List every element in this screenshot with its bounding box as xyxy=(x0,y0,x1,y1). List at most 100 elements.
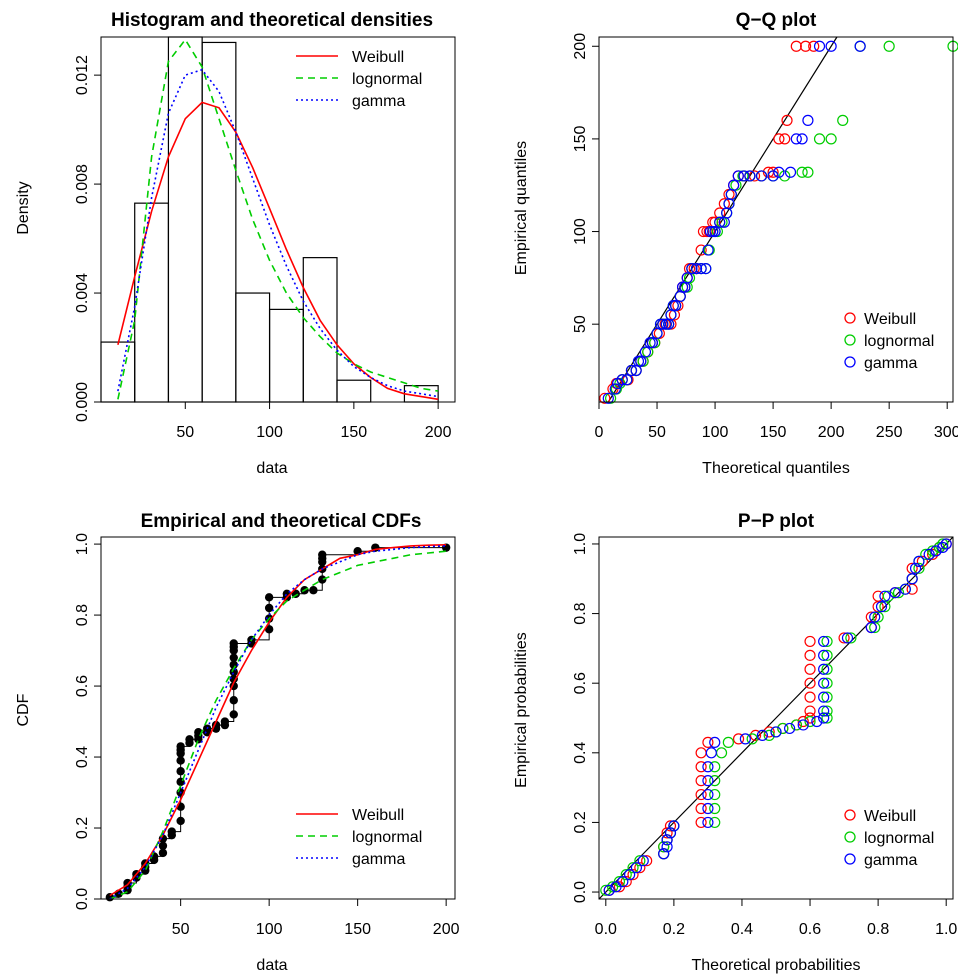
empirical-cdf-point xyxy=(158,848,168,858)
pp-point-gamma xyxy=(658,848,670,860)
pp-ytick-label: 1.0 xyxy=(572,533,589,555)
pp-point-lognormal xyxy=(937,538,949,550)
pp-point-weibull xyxy=(695,761,707,773)
pp-point-weibull xyxy=(732,733,745,745)
qq-point-gamma xyxy=(802,114,814,126)
histogram-ytick-label: 0.004 xyxy=(74,273,91,313)
cdf-legend-label: Weibull xyxy=(352,807,404,824)
qq-xtick-label: 300 xyxy=(934,424,958,441)
qq-point-gamma xyxy=(784,166,797,178)
pp-point-gamma xyxy=(889,587,901,599)
empirical-cdf-point xyxy=(229,696,238,705)
qq-point-weibull xyxy=(781,114,793,126)
qq-xtick-label: 0 xyxy=(595,424,604,441)
histogram-panel: Histogram and theoretical densities data… xyxy=(15,10,456,477)
qq-point-gamma xyxy=(670,300,682,312)
pp-point-weibull xyxy=(916,555,928,567)
qq-xtick-label: 100 xyxy=(702,424,729,441)
pp-point-weibull xyxy=(695,775,707,787)
cdf-ytick-label: 0.4 xyxy=(74,746,91,768)
histogram-xtick-label: 150 xyxy=(341,424,368,441)
pp-point-weibull xyxy=(634,862,646,874)
qq-point-weibull xyxy=(697,225,710,238)
cdf-ytick-label: 0.8 xyxy=(74,604,91,626)
qq-point-lognormal xyxy=(779,170,791,182)
pp-point-lognormal xyxy=(882,590,894,602)
histogram-legend-label: Weibull xyxy=(352,49,404,66)
qq-legend-label: lognormal xyxy=(864,333,934,350)
pp-point-gamma xyxy=(702,816,714,829)
pp-point-gamma xyxy=(865,621,877,634)
qq-point-gamma xyxy=(609,383,621,395)
pp-point-weibull xyxy=(804,635,816,648)
pp-point-lognormal xyxy=(821,691,833,703)
pp-xtick-label: 0.0 xyxy=(595,921,617,938)
pp-point-lognormal xyxy=(777,722,789,735)
pp-point-lognormal xyxy=(709,816,721,829)
pp-point-lognormal xyxy=(920,548,932,561)
pp-point-gamma xyxy=(797,719,809,731)
pp-point-gamma xyxy=(709,736,721,748)
pp-point-weibull xyxy=(804,649,816,661)
cdf-curve-lognormal xyxy=(109,550,447,900)
pp-point-weibull xyxy=(661,827,673,839)
qq-point-gamma xyxy=(646,337,658,349)
histogram-xtick-label: 50 xyxy=(176,424,194,441)
cdf-plot-area: 50 100 150 200 0.0 0.2 0.4 0.6 0.8 1.0 Weibull logn… xyxy=(74,533,460,938)
qq-point-gamma xyxy=(732,170,744,182)
pp-point-lognormal xyxy=(763,729,775,742)
pp-point-gamma xyxy=(869,611,881,623)
pp-point-gamma xyxy=(879,590,891,602)
empirical-cdf-point xyxy=(264,593,274,602)
pp-point-gamma xyxy=(818,712,830,724)
pp-point-gamma xyxy=(702,788,714,801)
pp-point-gamma xyxy=(661,841,673,853)
qq-point-gamma xyxy=(686,262,698,275)
pp-point-gamma xyxy=(818,663,830,675)
qq-reference-line xyxy=(607,36,838,403)
pp-point-gamma xyxy=(637,855,649,867)
cdf-xlabel: data xyxy=(256,957,287,974)
pp-frame xyxy=(598,536,954,900)
cdf-xtick-label: 50 xyxy=(172,921,190,938)
pp-point-gamma xyxy=(630,862,643,874)
pp-point-gamma xyxy=(906,573,918,585)
pp-point-gamma xyxy=(739,733,751,745)
qq-legend-label: gamma xyxy=(864,355,917,372)
pp-point-weibull xyxy=(695,802,707,815)
pp-point-gamma xyxy=(913,555,925,567)
pp-point-weibull xyxy=(763,726,775,738)
pp-point-gamma xyxy=(617,875,629,888)
qq-title: Q−Q plot xyxy=(736,10,817,31)
cdf-frame xyxy=(100,536,456,900)
pp-ytick-label: 0.4 xyxy=(572,742,589,764)
pp-legend-label: gamma xyxy=(864,852,917,869)
pp-xlabel: Theoretical probabilities xyxy=(692,957,861,974)
pp-point-gamma xyxy=(937,541,949,554)
qq-legend-marker xyxy=(844,334,856,346)
pp-xtick-label: 0.4 xyxy=(731,921,753,938)
pp-point-lognormal xyxy=(709,802,721,815)
qq-xlabel: Theoretical quantiles xyxy=(702,460,850,477)
qq-point-weibull xyxy=(773,133,785,145)
pp-point-weibull xyxy=(695,788,707,801)
pp-point-gamma xyxy=(702,761,714,773)
pp-point-lognormal xyxy=(709,761,721,773)
pp-point-weibull xyxy=(804,663,816,675)
qq-ytick-label: 100 xyxy=(572,218,589,245)
cdf-ytick-label: 0.2 xyxy=(74,817,91,839)
empirical-cdf-point xyxy=(264,625,274,634)
qq-point-weibull xyxy=(799,40,812,52)
pp-point-lognormal xyxy=(872,611,884,623)
pp-point-gamma xyxy=(923,548,935,561)
qq-point-gamma xyxy=(695,262,707,275)
empirical-cdf-point xyxy=(220,717,230,726)
pp-point-weibull xyxy=(695,816,707,829)
pp-xtick-label: 0.6 xyxy=(799,921,821,938)
cdf-xtick-label: 200 xyxy=(433,921,460,938)
pp-point-lognormal xyxy=(821,705,833,717)
qq-point-gamma xyxy=(744,170,756,182)
pp-point-weibull xyxy=(797,715,809,728)
pp-point-weibull xyxy=(620,875,632,888)
